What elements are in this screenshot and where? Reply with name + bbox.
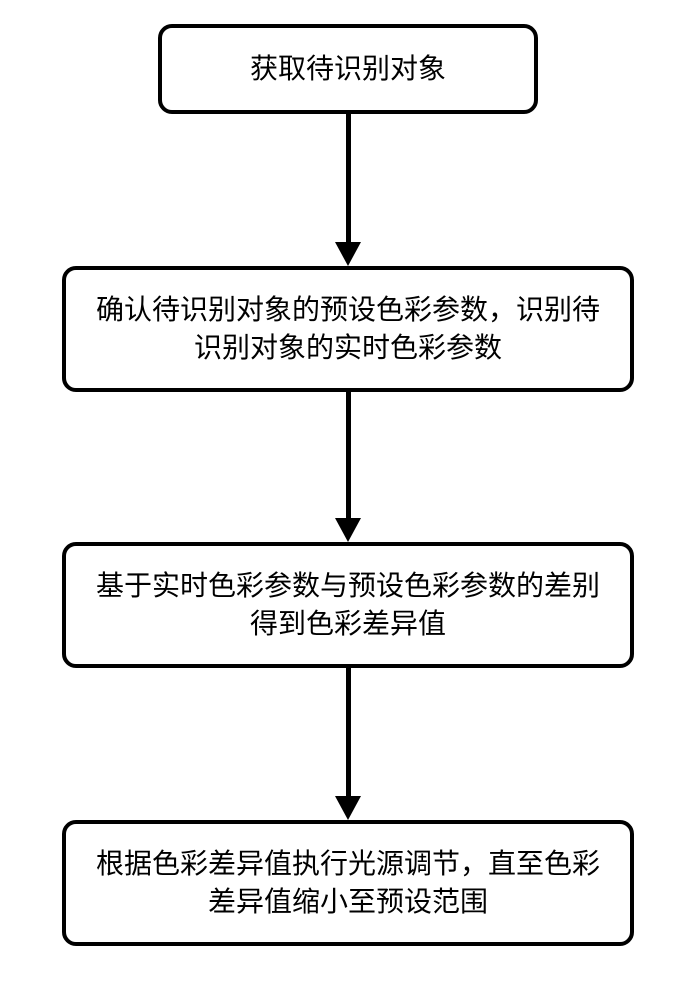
arrow-head-icon: [335, 796, 361, 820]
arrow-shaft: [346, 114, 351, 244]
flow-node-label: 确认待识别对象的预设色彩参数，识别待识别对象的实时色彩参数: [94, 291, 602, 367]
flow-arrow-n2-n3: [335, 392, 361, 542]
arrow-shaft: [346, 392, 351, 520]
arrow-head-icon: [335, 242, 361, 266]
flowchart-canvas: 获取待识别对象确认待识别对象的预设色彩参数，识别待识别对象的实时色彩参数基于实时…: [0, 0, 696, 1000]
flow-node-n3: 基于实时色彩参数与预设色彩参数的差别得到色彩差异值: [62, 542, 634, 668]
flow-arrow-n1-n2: [335, 114, 361, 266]
flow-node-label: 基于实时色彩参数与预设色彩参数的差别得到色彩差异值: [94, 567, 602, 643]
flow-node-label: 获取待识别对象: [250, 50, 446, 88]
flow-node-n2: 确认待识别对象的预设色彩参数，识别待识别对象的实时色彩参数: [62, 266, 634, 392]
flow-arrow-n3-n4: [335, 668, 361, 820]
flow-node-label: 根据色彩差异值执行光源调节，直至色彩差异值缩小至预设范围: [94, 845, 602, 921]
arrow-shaft: [346, 668, 351, 798]
flow-node-n4: 根据色彩差异值执行光源调节，直至色彩差异值缩小至预设范围: [62, 820, 634, 946]
flow-node-n1: 获取待识别对象: [158, 24, 538, 114]
arrow-head-icon: [335, 518, 361, 542]
